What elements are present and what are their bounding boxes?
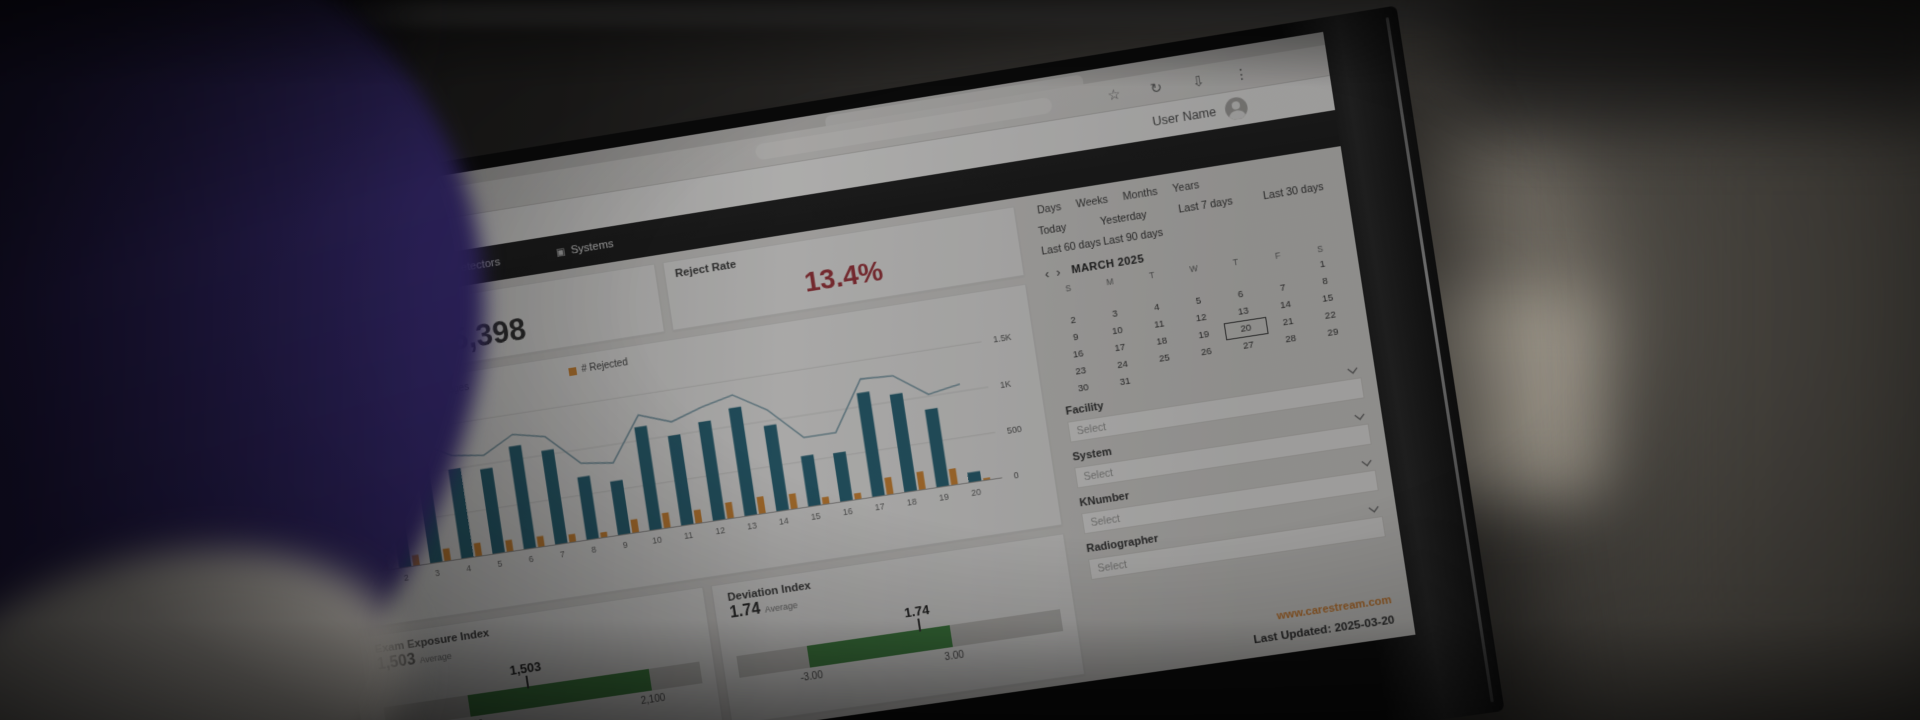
filter-label: System	[1071, 445, 1113, 464]
menu-kebab-icon[interactable]: ⋮	[1233, 64, 1250, 84]
quick-range-last-30-days[interactable]: Last 30 days	[1262, 180, 1325, 203]
background-blur-blob	[1620, 40, 1920, 720]
exposure-gauge-band	[467, 668, 652, 717]
select-placeholder: Select	[1075, 420, 1107, 437]
svg-text:7: 7	[559, 549, 565, 559]
legend-swatch	[568, 366, 578, 376]
select-placeholder: Select	[1096, 558, 1128, 575]
period-tab-days[interactable]: Days	[1036, 200, 1063, 217]
deviation-range-start-label: -3.00	[799, 669, 824, 684]
svg-text:9: 9	[622, 540, 628, 550]
svg-text:8: 8	[591, 544, 597, 554]
chevron-down-icon[interactable]	[1354, 409, 1365, 420]
svg-text:5: 5	[497, 559, 503, 569]
download-icon[interactable]: ⇩	[1191, 71, 1206, 90]
deviation-gauge-track	[736, 608, 1064, 678]
svg-text:19: 19	[938, 492, 949, 503]
deviation-gauge-band	[807, 624, 953, 668]
svg-text:17: 17	[874, 501, 885, 512]
svg-text:4: 4	[466, 563, 472, 573]
select-placeholder: Select	[1089, 512, 1121, 529]
quick-range-last-90-days[interactable]: Last 90 days	[1102, 226, 1164, 248]
calendar-next-button[interactable]: ›	[1055, 264, 1062, 280]
quick-range-last-7-days[interactable]: Last 7 days	[1177, 195, 1234, 216]
svg-text:6: 6	[528, 554, 534, 564]
svg-text:1K: 1K	[999, 379, 1012, 391]
filter-list: Facility Select System Select KNumber Select R…	[1064, 361, 1386, 581]
select-placeholder: Select	[1082, 466, 1114, 483]
exposure-range-end-label: 2,100	[640, 692, 667, 707]
svg-text:1.5K: 1.5K	[992, 332, 1012, 345]
chevron-down-icon[interactable]	[1347, 363, 1358, 374]
deviation-gauge: 1.74 -3.00 3.00	[736, 601, 1064, 684]
svg-text:18: 18	[906, 496, 917, 507]
sidebar-footer: www.carestream.com Last Updated: 2025-03…	[1250, 594, 1396, 646]
tab-label: Systems	[569, 238, 615, 257]
legend--rejected: # Rejected	[568, 357, 629, 377]
filter-label: Facility	[1064, 400, 1105, 418]
refresh-icon[interactable]: ↻	[1149, 78, 1164, 97]
svg-text:13: 13	[746, 520, 757, 531]
svg-text:10: 10	[651, 535, 662, 546]
quick-range-today[interactable]: Today	[1037, 221, 1068, 238]
exposure-gauge-track	[383, 661, 703, 720]
svg-text:0: 0	[1013, 471, 1020, 482]
user-avatar[interactable]	[1223, 95, 1250, 122]
calendar-prev-button[interactable]: ‹	[1043, 265, 1051, 282]
svg-text:20: 20	[971, 487, 982, 498]
quick-range-last-60-days[interactable]: Last 60 days	[1040, 236, 1102, 258]
period-tab-months[interactable]: Months	[1122, 185, 1159, 204]
legend-label: # Rejected	[580, 357, 629, 376]
exposure-gauge: 1,503 1,200 2,100	[383, 658, 703, 720]
deviation-range-end-label: 3.00	[943, 649, 965, 663]
tab-systems[interactable]: ▣ Systems	[555, 238, 614, 259]
period-tab-years[interactable]: Years	[1171, 179, 1201, 196]
svg-text:15: 15	[810, 511, 821, 522]
svg-text:11: 11	[683, 530, 694, 541]
exposure-average-suffix: Average	[419, 650, 453, 665]
period-tab-weeks[interactable]: Weeks	[1075, 193, 1109, 211]
svg-text:16: 16	[842, 506, 853, 517]
svg-text:3: 3	[434, 568, 440, 578]
systems-icon: ▣	[555, 246, 566, 259]
deviation-average-suffix: Average	[764, 599, 799, 615]
user-name: User Name	[1151, 104, 1218, 129]
svg-text:500: 500	[1006, 424, 1022, 436]
chevron-down-icon[interactable]	[1368, 501, 1379, 512]
svg-text:12: 12	[715, 525, 726, 536]
chevron-down-icon[interactable]	[1361, 455, 1372, 466]
quick-range-yesterday[interactable]: Yesterday	[1099, 208, 1148, 229]
svg-text:14: 14	[778, 516, 789, 527]
bookmark-star-icon[interactable]: ☆	[1106, 85, 1122, 104]
deviation-average-value: 1.74	[728, 600, 762, 622]
